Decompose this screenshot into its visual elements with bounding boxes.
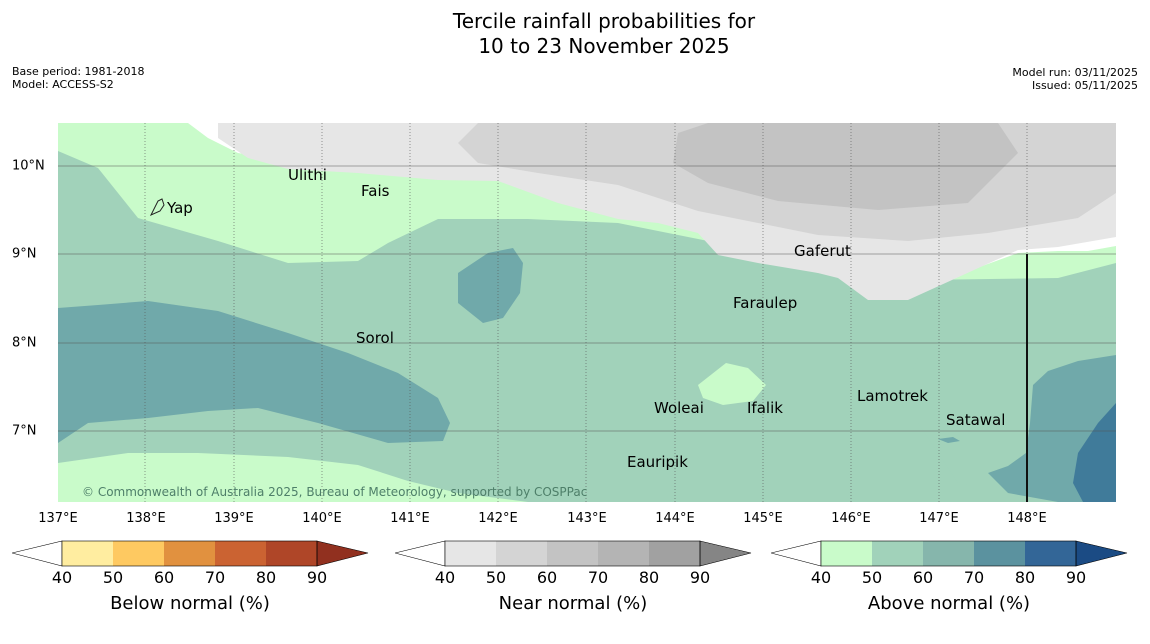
colorbar-above-segment — [1025, 541, 1076, 566]
below-tick-40: 40 — [51, 568, 73, 587]
colorbar-below-frame — [61, 540, 318, 567]
chart-title: Tercile rainfall probabilities for 10 to… — [0, 9, 1150, 59]
colorbar-below-segment — [215, 541, 266, 566]
model-run: Model run: 03/11/2025 — [1012, 66, 1138, 79]
near-tick-70: 70 — [587, 568, 609, 587]
place-label-sorol: Sorol — [356, 329, 394, 347]
below-tick-90: 90 — [306, 568, 328, 587]
region-above-60-west — [58, 301, 450, 443]
colorbar-above-frame — [820, 540, 1077, 567]
graticule — [58, 123, 1116, 502]
near-tick-40: 40 — [434, 568, 456, 587]
yap-island-outline — [149, 198, 165, 217]
below-tick-80: 80 — [255, 568, 277, 587]
colorbar-above-min-arrow — [771, 540, 822, 567]
above-tick-50: 50 — [861, 568, 883, 587]
colorbar-below-max-arrow — [316, 540, 369, 567]
below-tick-70: 70 — [204, 568, 226, 587]
colorbar-near-segment — [547, 541, 598, 566]
probability-map — [58, 123, 1116, 502]
above-tick-90: 90 — [1065, 568, 1087, 587]
lon-label-137: 137°E — [38, 511, 78, 526]
near-tick-90: 90 — [689, 568, 711, 587]
above-tick-60: 60 — [912, 568, 934, 587]
near-tick-60: 60 — [536, 568, 558, 587]
meta-left: Base period: 1981-2018 Model: ACCESS-S2 — [12, 65, 144, 91]
lat-label-10: 10°N — [12, 158, 45, 174]
colorbar-near-segment — [598, 541, 649, 566]
colorbar-below — [12, 540, 369, 567]
colorbar-below-min-arrow — [12, 540, 63, 567]
legend-above-normal — [771, 540, 1129, 568]
lon-label-141: 141°E — [390, 511, 430, 526]
colorbar-below-segment — [266, 541, 317, 566]
region-near-70 — [673, 123, 1018, 210]
legend-near-normal — [395, 540, 753, 568]
lat-label-7: 7°N — [12, 423, 37, 439]
place-label-gaferut: Gaferut — [794, 242, 851, 260]
place-label-faraulep: Faraulep — [733, 294, 798, 312]
colorbar-near-segment — [445, 541, 496, 566]
colorbar-above — [771, 540, 1128, 567]
place-label-fais: Fais — [361, 182, 390, 200]
legend-near-title: Near normal (%) — [498, 593, 648, 614]
place-label-eauripik: Eauripik — [627, 453, 688, 471]
place-label-yap: Yap — [167, 199, 193, 217]
lat-label-8: 8°N — [12, 335, 37, 351]
model-name: Model: ACCESS-S2 — [12, 78, 114, 91]
lon-label-140: 140°E — [302, 511, 342, 526]
lon-label-138: 138°E — [126, 511, 166, 526]
colorbar-above-segment — [974, 541, 1025, 566]
colorbar-below-segment — [113, 541, 164, 566]
region-above-40-island — [698, 363, 766, 405]
region-above-60-small — [938, 437, 960, 443]
place-label-ifalik: Ifalik — [747, 399, 783, 417]
below-tick-60: 60 — [153, 568, 175, 587]
place-label-ulithi: Ulithi — [288, 166, 327, 184]
above-tick-70: 70 — [963, 568, 985, 587]
colorbar-above-segment — [923, 541, 974, 566]
issued-date: Issued: 05/11/2025 — [1031, 79, 1138, 92]
colorbar-near — [395, 540, 752, 567]
title-line-2: 10 to 23 November 2025 — [478, 34, 730, 58]
copyright-notice: © Commonwealth of Australia 2025, Bureau… — [82, 485, 588, 499]
place-label-lamotrek: Lamotrek — [857, 387, 928, 405]
colorbar-near-segment — [496, 541, 547, 566]
title-line-1: Tercile rainfall probabilities for — [452, 9, 756, 33]
colorbar-above-segment — [872, 541, 923, 566]
region-above-40-south — [58, 453, 528, 502]
colorbar-near-max-arrow — [699, 540, 752, 567]
lon-label-145: 145°E — [743, 511, 783, 526]
above-tick-40: 40 — [810, 568, 832, 587]
below-tick-50: 50 — [102, 568, 124, 587]
lon-label-142: 142°E — [478, 511, 518, 526]
lon-label-139: 139°E — [214, 511, 254, 526]
colorbar-below-segment — [62, 541, 113, 566]
legend-above-title: Above normal (%) — [867, 593, 1031, 614]
place-label-woleai: Woleai — [654, 399, 704, 417]
meta-right: Model run: 03/11/2025 Issued: 05/11/2025 — [1012, 66, 1138, 92]
lon-label-148: 148°E — [1007, 511, 1047, 526]
lon-label-143: 143°E — [567, 511, 607, 526]
region-above-60-center — [458, 248, 523, 323]
place-label-satawal: Satawal — [946, 411, 1006, 429]
colorbar-above-max-arrow — [1075, 540, 1128, 567]
near-tick-80: 80 — [638, 568, 660, 587]
colorbar-near-min-arrow — [395, 540, 446, 567]
lon-label-146: 146°E — [831, 511, 871, 526]
lon-label-144: 144°E — [655, 511, 695, 526]
colorbar-above-segment — [821, 541, 872, 566]
legend-below-title: Below normal (%) — [110, 593, 270, 614]
legend-below-normal — [12, 540, 370, 568]
lon-label-147: 147°E — [919, 511, 959, 526]
colorbar-near-frame — [444, 540, 701, 567]
colorbar-below-segment — [164, 541, 215, 566]
near-tick-50: 50 — [485, 568, 507, 587]
base-period: Base period: 1981-2018 — [12, 65, 145, 78]
above-tick-80: 80 — [1014, 568, 1036, 587]
region-above-70-east — [1073, 403, 1116, 502]
colorbar-near-segment — [649, 541, 700, 566]
lat-label-9: 9°N — [12, 246, 37, 262]
